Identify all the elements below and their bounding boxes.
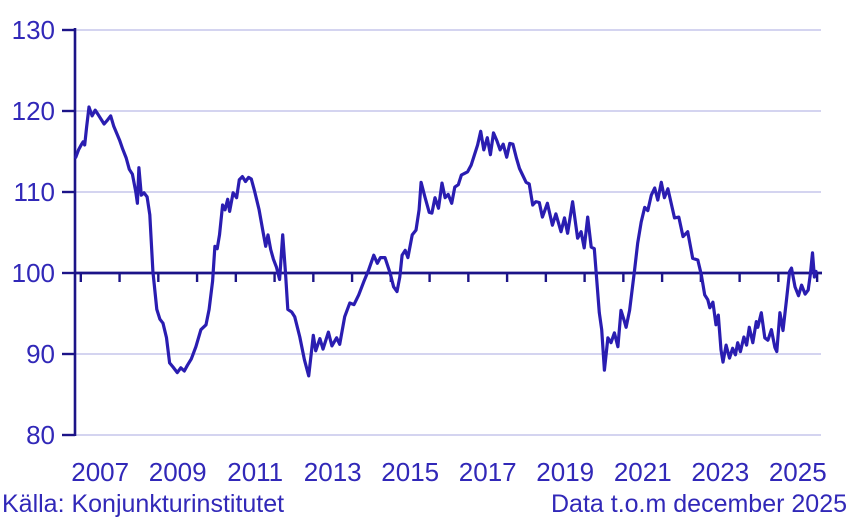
axes [62, 28, 822, 437]
y-tick-label-90: 90 [26, 339, 55, 369]
x-tick-label-2009: 2009 [149, 457, 207, 487]
x-tick-label-2017: 2017 [459, 457, 517, 487]
gridlines [75, 29, 821, 436]
x-tick-label-2015: 2015 [381, 457, 439, 487]
y-tick-label-80: 80 [26, 420, 55, 450]
source-note: Källa: Konjunkturinstitutet [2, 490, 284, 518]
x-tick-label-2023: 2023 [691, 457, 749, 487]
data-series [74, 105, 818, 378]
x-tick-label-2021: 2021 [614, 457, 672, 487]
x-tick-label-2011: 2011 [227, 457, 283, 487]
x-tick-label-2025: 2025 [769, 457, 827, 487]
axis-labels: 130 120 110 100 90 80 2007 2009 2011 2013 2015 2017… [12, 15, 827, 487]
indicator-line [74, 105, 818, 378]
data-note: Data t.o.m december 2025 [551, 490, 847, 518]
y-tick-label-100: 100 [12, 258, 55, 288]
x-tick-label-2007: 2007 [71, 457, 129, 487]
y-tick-label-130: 130 [12, 15, 55, 45]
y-tick-label-110: 110 [14, 177, 55, 207]
x-tick-label-2019: 2019 [536, 457, 594, 487]
x-tick-label-2013: 2013 [304, 457, 362, 487]
y-tick-label-120: 120 [12, 96, 55, 126]
